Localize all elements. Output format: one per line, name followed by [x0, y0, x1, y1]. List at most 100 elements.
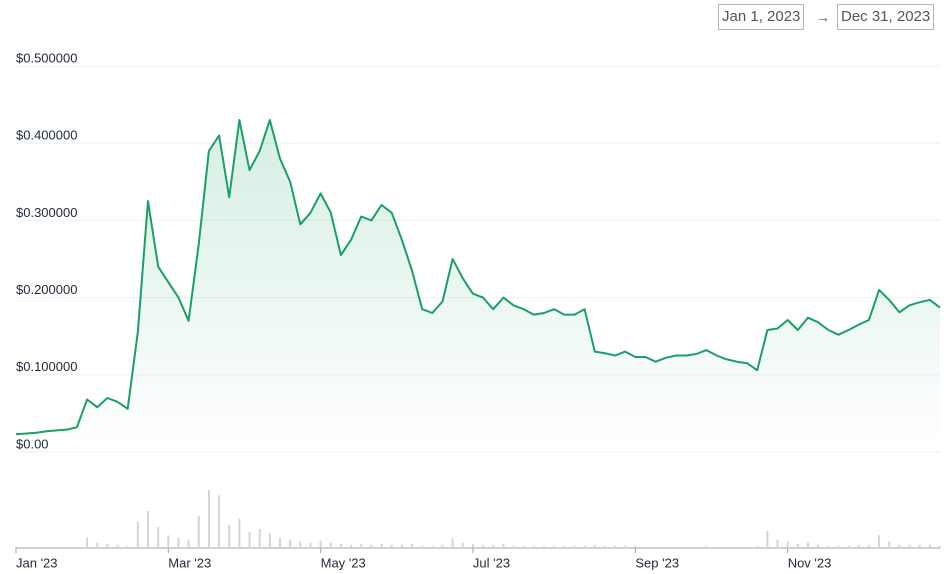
volume-bar: [563, 545, 566, 548]
volume-bar: [756, 545, 759, 548]
volume-bar: [390, 544, 393, 548]
volume-bar: [705, 545, 708, 548]
volume-bar: [411, 543, 413, 548]
volume-bar: [624, 545, 627, 548]
volume-bar: [177, 537, 180, 548]
volume-bar: [786, 541, 789, 548]
volume-bar: [309, 542, 312, 548]
x-tick-label: Jul '23: [473, 555, 510, 570]
volume-bar: [248, 532, 251, 548]
volume-bar: [817, 544, 820, 548]
volume-bar: [807, 542, 809, 548]
volume-bar: [766, 531, 769, 548]
volume-bar: [126, 545, 129, 548]
volume-bar: [45, 546, 48, 548]
volume-bar: [167, 535, 170, 548]
volume-bar: [928, 544, 931, 548]
x-tick-label: Jan '23: [16, 555, 58, 570]
volume-bar: [370, 544, 373, 548]
volume-bar: [502, 543, 505, 548]
area-fill: [16, 120, 940, 452]
y-tick-label: $0.300000: [16, 205, 77, 220]
volume-bar: [289, 539, 292, 548]
volume-bar: [441, 544, 444, 548]
range-arrow: →: [816, 9, 830, 25]
volume-bar: [238, 518, 241, 548]
x-tick-label: Sep '23: [635, 555, 679, 570]
volume-bar: [827, 545, 830, 548]
volume-bar: [258, 529, 261, 548]
start-date[interactable]: Jan 1, 2023: [718, 4, 805, 30]
volume-bar: [350, 544, 353, 548]
volume-bar: [603, 545, 606, 548]
volume-bar: [888, 541, 891, 548]
volume-bar: [746, 546, 749, 548]
volume-bar: [136, 521, 139, 548]
volume-bar: [898, 544, 901, 548]
volume-bar: [147, 511, 149, 548]
volume-bar: [573, 545, 576, 548]
volume-bar: [218, 495, 221, 548]
volume-bar: [157, 526, 160, 548]
volume-bar: [75, 546, 78, 548]
end-date[interactable]: Dec 31, 2023: [837, 4, 935, 30]
volume-bar: [461, 542, 464, 548]
volume-bar: [583, 545, 586, 548]
volume-bar: [299, 541, 302, 548]
volume-bar: [279, 537, 281, 548]
volume-bar: [796, 543, 799, 548]
volume-bar: [482, 544, 485, 548]
volume-bar: [685, 546, 688, 548]
price-line: [15, 119, 941, 436]
volume-bar: [380, 543, 383, 548]
volume-bar: [715, 546, 718, 548]
volume-bar: [654, 546, 657, 548]
y-tick-label: $0.200000: [16, 282, 77, 297]
volume-bar: [268, 533, 271, 548]
y-tick-label: $0.100000: [16, 359, 77, 374]
volume-bar: [735, 546, 738, 548]
volume-bar: [35, 546, 38, 548]
volume-bar: [634, 545, 637, 548]
volume-bar: [593, 544, 596, 548]
volume-bar: [675, 546, 677, 548]
y-tick-label: $0.400000: [16, 128, 77, 143]
volume-bar: [776, 539, 779, 548]
volume-bar: [319, 540, 322, 548]
volume-bar: [86, 537, 89, 548]
volume-bar: [431, 545, 434, 548]
volume-bar: [532, 545, 535, 548]
volume-bar: [857, 544, 860, 548]
volume-bar: [847, 545, 850, 548]
volume-bar: [228, 524, 231, 548]
volume-bar: [329, 542, 332, 548]
volume-bar: [664, 546, 667, 548]
volume-bar: [96, 542, 99, 548]
volume-bar: [918, 544, 921, 548]
volume-bar: [360, 543, 363, 548]
volume-bar: [644, 546, 647, 548]
volume-bar: [451, 538, 454, 548]
volume-bar: [522, 545, 525, 548]
volume-bar: [187, 539, 190, 548]
volume-bar: [65, 546, 68, 548]
volume-bar: [207, 490, 210, 548]
volume-bar: [116, 544, 119, 548]
volume-bar: [197, 516, 200, 548]
volume-bar: [339, 543, 342, 548]
volume-bar: [421, 545, 424, 548]
x-tick-label: May '23: [321, 555, 366, 570]
volume-bar: [471, 543, 474, 548]
volume-bar: [695, 546, 698, 548]
volume-bar: [106, 543, 109, 548]
volume-bar: [25, 546, 28, 548]
volume-bar: [553, 545, 556, 548]
volume-bar: [400, 544, 403, 548]
volume-bar: [837, 545, 840, 548]
volume-bar: [15, 546, 17, 548]
x-tick-label: Nov '23: [788, 555, 832, 570]
x-tick-label: Mar '23: [168, 555, 211, 570]
volume-bar: [725, 546, 728, 548]
volume-bar: [512, 545, 515, 548]
